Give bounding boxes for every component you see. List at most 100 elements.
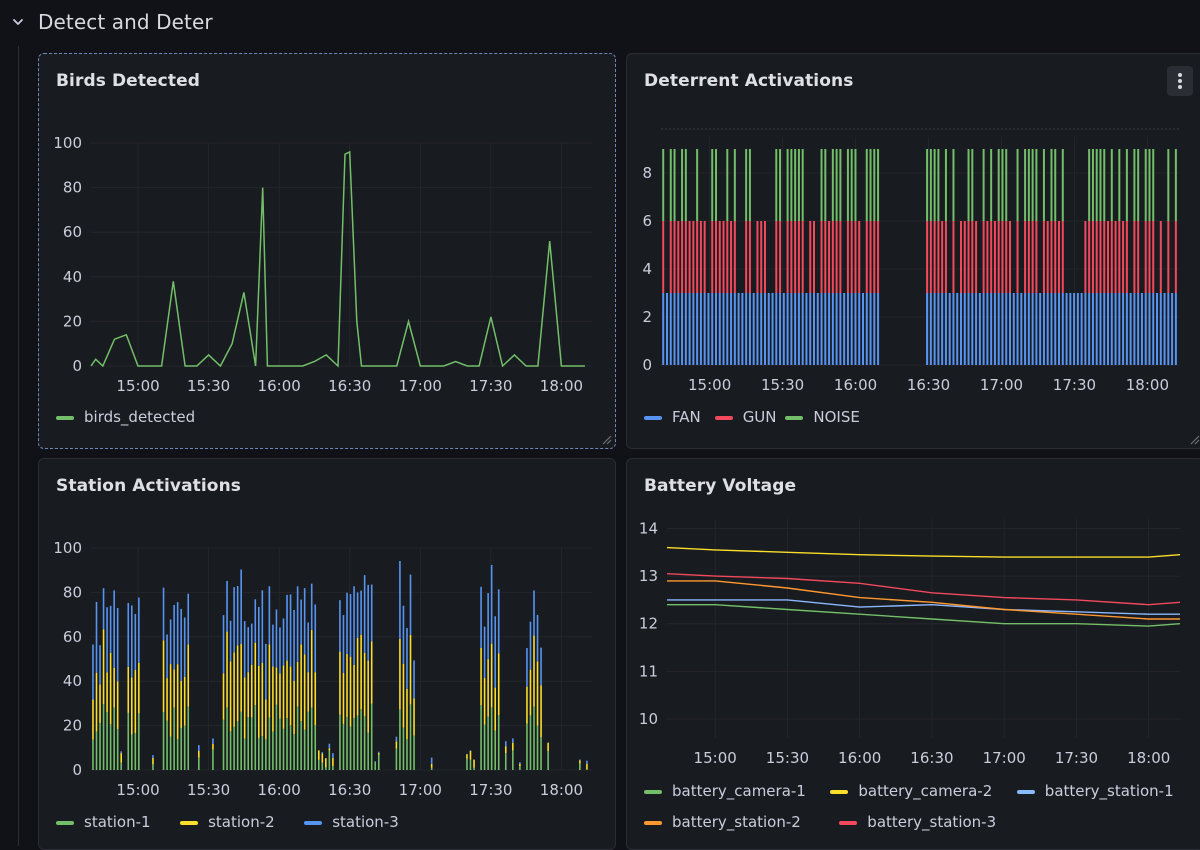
bar-station-1 bbox=[300, 721, 302, 770]
bar-station-2 bbox=[494, 687, 496, 731]
bar-station-1 bbox=[360, 709, 362, 770]
bar-station-2 bbox=[413, 698, 415, 736]
bar-station-2 bbox=[113, 667, 115, 708]
bar-station-1 bbox=[430, 767, 433, 770]
bar-fan bbox=[839, 293, 842, 365]
bar-station-3 bbox=[233, 587, 235, 653]
x-tick-label: 16:30 bbox=[910, 749, 953, 767]
bar-station-2 bbox=[134, 670, 137, 734]
bar-station-3 bbox=[494, 616, 496, 688]
panel-birds-detected[interactable]: Birds Detected 0 20 40 60 80 100 15:00 15:30 16:… bbox=[38, 53, 616, 449]
bar-gun bbox=[692, 221, 695, 293]
bar-noise bbox=[835, 149, 838, 221]
bar-station-2 bbox=[212, 743, 214, 750]
bar-fan bbox=[1118, 293, 1121, 365]
deterrent-activations-chart[interactable]: 0 2 4 6 8 15:00 15:30 16:00 16:30 17:00 17:30 18:00 bbox=[627, 54, 1200, 449]
bar-station-1 bbox=[236, 721, 239, 770]
resize-handle-icon[interactable] bbox=[600, 433, 612, 445]
battery-voltage-chart[interactable]: 10 11 12 13 14 15:00 15:30 16:00 16:30 17:00 17:30… bbox=[627, 459, 1200, 850]
x-tick-label: 16:30 bbox=[907, 376, 950, 394]
bar-fan bbox=[794, 293, 797, 365]
bar-station-3 bbox=[370, 584, 373, 642]
bar-station-3 bbox=[519, 762, 521, 764]
resize-handle-icon[interactable] bbox=[1188, 433, 1200, 445]
bar-station-2 bbox=[116, 681, 119, 730]
bar-station-2 bbox=[310, 629, 313, 708]
bar-gun bbox=[1137, 221, 1140, 293]
bar-gun bbox=[1058, 221, 1061, 293]
bar-station-3 bbox=[265, 643, 267, 700]
bar-fan bbox=[779, 293, 782, 365]
legend-label: battery_camera-2 bbox=[858, 782, 993, 800]
bar-station-3 bbox=[187, 593, 190, 645]
bar-station-2 bbox=[166, 678, 168, 721]
bar-noise bbox=[1027, 149, 1030, 221]
y-tick-label: 100 bbox=[53, 539, 82, 557]
bar-station-2 bbox=[406, 688, 408, 740]
bar-station-3 bbox=[268, 586, 271, 645]
bar-noise bbox=[1061, 149, 1064, 221]
bar-fan bbox=[963, 293, 966, 365]
bar-fan bbox=[737, 293, 740, 365]
y-tick-label: 13 bbox=[639, 567, 658, 585]
bar-fan bbox=[978, 293, 981, 365]
bar-station-3 bbox=[349, 593, 352, 657]
bar-fan bbox=[850, 293, 853, 365]
bar-fan bbox=[820, 293, 823, 365]
station-activations-chart[interactable]: 0 20 40 60 80 100 15:00 15:30 16:00 16:30 17:00 17:… bbox=[39, 459, 616, 850]
bar-station-2 bbox=[490, 643, 493, 708]
bar-gun bbox=[967, 221, 970, 293]
bar-fan bbox=[684, 293, 687, 365]
bar-station-1 bbox=[138, 713, 140, 770]
bar-station-1 bbox=[321, 762, 324, 770]
bar-station-3 bbox=[289, 594, 292, 667]
bar-gun bbox=[696, 221, 699, 293]
bar-station-2 bbox=[363, 652, 366, 717]
bar-station-1 bbox=[134, 733, 137, 770]
panel-title: Station Activations bbox=[56, 476, 241, 496]
bar-noise bbox=[790, 149, 793, 221]
chevron-down-icon[interactable] bbox=[10, 14, 26, 30]
bar-fan bbox=[745, 293, 748, 365]
x-tick-label: 18:00 bbox=[540, 781, 583, 799]
birds-detected-chart[interactable]: 0 20 40 60 80 100 15:00 15:30 16:00 16:30 17:00 17:… bbox=[39, 54, 616, 449]
bar-station-3 bbox=[328, 743, 331, 749]
y-tick-label: 80 bbox=[63, 583, 82, 601]
bar-station-2 bbox=[127, 666, 130, 713]
row-header[interactable]: Detect and Deter bbox=[0, 0, 1200, 46]
bar-station-2 bbox=[367, 660, 369, 733]
bar-fan bbox=[771, 293, 774, 365]
bar-station-3 bbox=[310, 583, 313, 630]
legend-label: NOISE bbox=[813, 408, 860, 426]
bar-station-1 bbox=[374, 761, 377, 770]
bar-station-3 bbox=[406, 628, 408, 689]
panel-station-activations[interactable]: Station Activations 0 20 40 60 80 100 15:00 15:… bbox=[38, 458, 616, 850]
bar-station-1 bbox=[183, 725, 186, 770]
bar-fan bbox=[1016, 293, 1019, 365]
panel-menu-button[interactable] bbox=[1167, 66, 1193, 96]
bar-station-1 bbox=[307, 711, 309, 770]
panel-battery-voltage[interactable]: Battery Voltage 10 11 12 13 14 15:00 15:30 16:0… bbox=[626, 458, 1200, 850]
bar-station-3 bbox=[377, 751, 380, 753]
bar-station-2 bbox=[469, 750, 472, 760]
series-line-battery_station-3 bbox=[666, 573, 1181, 606]
bar-noise bbox=[944, 149, 947, 221]
bar-fan bbox=[1156, 293, 1159, 365]
bar-fan bbox=[790, 293, 793, 365]
y-tick-label: 2 bbox=[642, 308, 652, 326]
bar-noise bbox=[1125, 149, 1128, 221]
bar-gun bbox=[722, 221, 725, 293]
bar-station-3 bbox=[169, 619, 172, 665]
bar-fan bbox=[1046, 293, 1049, 365]
bar-noise bbox=[1110, 149, 1113, 221]
bar-station-3 bbox=[483, 626, 486, 679]
bar-gun bbox=[1152, 221, 1155, 293]
bar-fan bbox=[681, 293, 684, 365]
panel-deterrent-activations[interactable]: Deterrent Activations 0 2 4 6 8 15:00 15:30 16:… bbox=[626, 53, 1200, 449]
legend-label: battery_station-2 bbox=[672, 813, 801, 831]
bar-gun bbox=[1054, 221, 1057, 293]
bar-fan bbox=[877, 293, 880, 365]
bar-station-2 bbox=[533, 635, 535, 707]
bar-gun bbox=[982, 221, 985, 293]
bar-fan bbox=[1148, 293, 1151, 365]
